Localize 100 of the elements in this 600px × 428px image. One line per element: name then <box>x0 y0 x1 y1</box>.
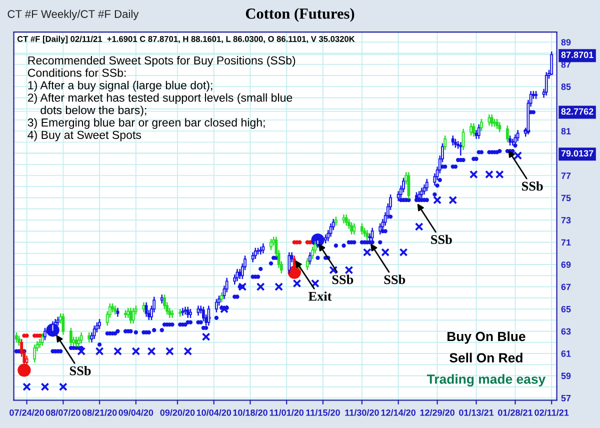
annotation: Trading made easy <box>426 374 546 386</box>
candlestick <box>33 344 36 363</box>
point <box>362 248 372 257</box>
x-tick-label: 12/14/20 <box>381 409 416 416</box>
x-tick-label: 09/20/20 <box>160 409 195 416</box>
x-tick-label: 10/18/20 <box>233 409 268 416</box>
point <box>132 347 140 356</box>
candlestick <box>144 302 148 318</box>
candlestick <box>186 306 190 319</box>
candlestick <box>378 222 382 236</box>
candlestick <box>80 332 83 344</box>
candlestick <box>480 118 483 132</box>
y-tick-label: 67 <box>561 284 571 290</box>
y-tick-label: 75 <box>561 194 571 202</box>
y-tick-label: 77 <box>561 172 571 179</box>
candlestick <box>308 252 312 266</box>
x-tick-label: 01/13/21 <box>459 409 494 416</box>
candlestick <box>92 325 96 340</box>
x-tick-label: 09/04/20 <box>118 409 154 416</box>
candlestick <box>498 122 502 133</box>
candlestick <box>98 318 101 330</box>
candlestick <box>251 252 254 263</box>
point <box>184 347 192 356</box>
point <box>469 170 478 179</box>
candlestick <box>425 178 428 192</box>
candlestick <box>142 302 146 313</box>
candlestick <box>550 50 554 76</box>
x-tick-label: 11/01/20 <box>270 409 304 416</box>
chart-title: Cotton (Futures) <box>246 8 354 22</box>
annotation: Exit <box>308 291 332 301</box>
candlestick <box>488 114 491 126</box>
candlestick <box>490 114 494 128</box>
annotation: SSb <box>431 234 452 244</box>
y-tick-label: 71 <box>561 239 571 246</box>
x-tick-label: 12/29/20 <box>420 409 454 416</box>
y-tick-label: 81 <box>561 128 571 134</box>
point <box>344 266 354 274</box>
point <box>113 347 122 356</box>
x-tick-label: 10/04/20 <box>196 409 232 416</box>
y-tick-label: 61 <box>561 350 571 357</box>
candlestick <box>288 252 291 274</box>
x-tick-label: 02/11/21 <box>534 409 569 416</box>
annotation: SSb <box>332 274 354 284</box>
point <box>220 304 228 314</box>
y-tick-label: 79.0137 <box>561 150 594 157</box>
candlestick <box>170 309 174 319</box>
candlestick <box>88 332 91 343</box>
point <box>448 196 458 204</box>
candlestick <box>220 292 224 303</box>
annotation: SSb <box>384 274 406 284</box>
point <box>24 334 29 338</box>
candlestick <box>344 214 348 226</box>
candlestick <box>360 222 364 236</box>
annotation: CT #F [Daily] 02/11/21 +1.6901 C 87.8701, H 88.1601, L 86.0300, O 86.1101, V 35.0320K <box>17 36 355 44</box>
y-tick-label: 65 <box>561 306 571 312</box>
point <box>514 151 522 160</box>
y-tick-label: 59 <box>561 372 571 380</box>
x-tick-label: 07/24/20 <box>10 409 44 416</box>
candlestick <box>254 247 257 260</box>
y-tick-label: 85 <box>561 84 571 90</box>
candlestick <box>306 257 309 271</box>
point <box>147 347 156 356</box>
x-tick-label: 08/07/20 <box>46 409 80 416</box>
point <box>414 222 424 231</box>
point <box>381 248 390 257</box>
point <box>58 382 68 392</box>
candlestick <box>14 332 18 343</box>
candlestick <box>506 124 509 143</box>
y-tick-label: 63 <box>561 328 571 335</box>
point <box>256 282 265 291</box>
candlestick <box>352 222 356 236</box>
x-tick-label: 08/21/20 <box>82 409 117 416</box>
annotation: Sell On Red <box>450 352 522 362</box>
point <box>95 347 104 356</box>
annotation: Buy On Blue <box>448 331 526 344</box>
point <box>22 382 32 392</box>
y-tick-label: 87.8701 <box>561 52 594 58</box>
candlestick <box>508 134 512 146</box>
candlestick <box>196 305 200 316</box>
point <box>77 347 86 356</box>
candlestick <box>544 72 548 96</box>
point <box>274 282 284 291</box>
candlestick <box>62 312 65 336</box>
candlestick <box>329 222 332 238</box>
candlestick <box>511 138 514 146</box>
candlestick <box>350 222 354 236</box>
y-tick-label: 89 <box>561 39 571 46</box>
point <box>202 332 210 342</box>
y-tick-label: 57 <box>561 395 571 402</box>
point <box>165 347 174 356</box>
point <box>399 248 408 257</box>
y-tick-label: 69 <box>561 261 571 268</box>
candlestick <box>472 122 476 138</box>
point <box>298 240 302 244</box>
point <box>433 196 442 204</box>
y-tick-label: 82.7762 <box>561 108 594 115</box>
candlestick <box>496 118 499 130</box>
x-tick-label: 11/30/20 <box>345 409 379 416</box>
candlestick <box>477 124 480 140</box>
candlestick <box>451 134 454 146</box>
